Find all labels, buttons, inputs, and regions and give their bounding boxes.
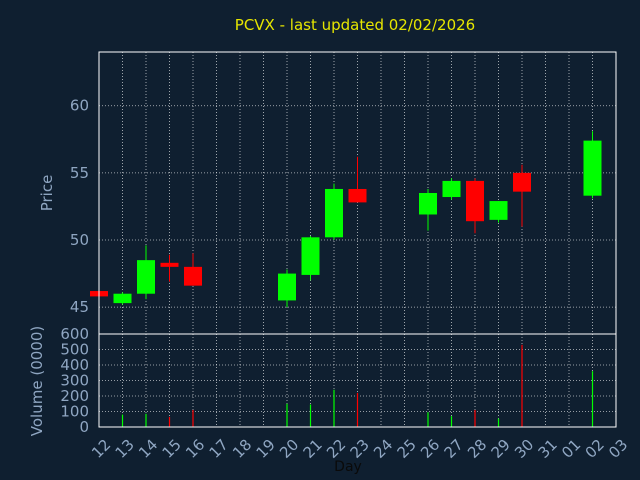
candle-22 [325, 183, 343, 240]
candle-body [301, 237, 320, 275]
candle-16 [184, 253, 202, 286]
candle-body [513, 172, 531, 192]
volume-panel-border [98, 333, 617, 428]
candle-body [489, 201, 508, 220]
volume-tick-label: 200 [60, 387, 89, 405]
candle-body [583, 140, 602, 196]
volume-tick-label: 500 [60, 341, 89, 359]
candle-28 [466, 178, 484, 234]
volume-bars [121, 344, 594, 427]
candle-02 [583, 131, 602, 199]
x-axis-label: Day [334, 459, 362, 475]
candle-body [348, 188, 367, 203]
candle-15 [160, 254, 179, 282]
volume-tick-label: 0 [79, 418, 89, 436]
candle-13 [113, 292, 132, 305]
price-tick-label: 55 [70, 164, 89, 182]
candle-29 [489, 201, 508, 223]
candle-20 [278, 269, 296, 308]
candle-body [184, 266, 202, 286]
price-tick-label: 45 [70, 298, 89, 316]
candle-body [137, 260, 155, 294]
candle-30 [513, 164, 531, 227]
candle-body [466, 180, 484, 222]
candle-body [442, 180, 461, 198]
candle-body [325, 188, 343, 238]
candle-14 [137, 245, 155, 300]
candle-23 [348, 156, 367, 203]
candle-body [419, 193, 437, 215]
volume-tick-label: 100 [60, 403, 89, 421]
candle-27 [442, 178, 461, 200]
volume-tick-label: 300 [60, 372, 89, 390]
x-tick-labels: 1213141516171819202122232425262728293031… [88, 436, 631, 462]
price-tick-label: 60 [70, 97, 89, 115]
candle-body [113, 293, 132, 304]
volume-axis-label: Volume (0000) [28, 326, 46, 436]
price-tick-labels: 45 50 55 60 [70, 97, 89, 316]
price-axis-label: Price [38, 175, 56, 212]
candle-body [278, 273, 296, 301]
candle-21 [301, 235, 320, 281]
candle-body [160, 262, 179, 267]
price-tick-label: 50 [70, 231, 89, 249]
chart-title: PCVX - last updated 02/02/2026 [235, 16, 475, 34]
candle-26 [419, 188, 437, 231]
volume-tick-label: 400 [60, 356, 89, 374]
volume-tick-label: 600 [60, 325, 89, 343]
